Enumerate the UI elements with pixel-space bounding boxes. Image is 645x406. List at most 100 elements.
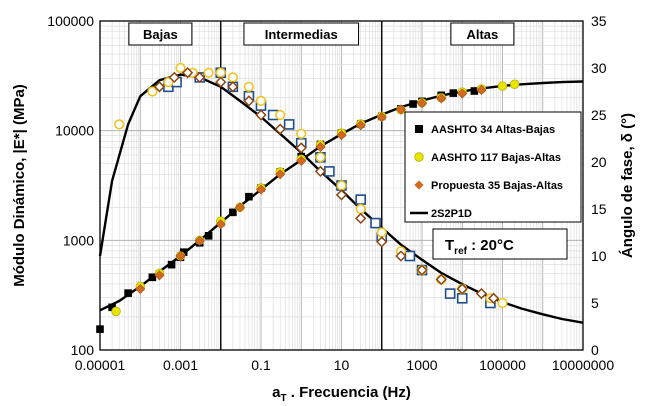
x-tick-label: 10 (334, 357, 350, 373)
point-modulus-circle (509, 79, 520, 89)
point-phase-circle (114, 119, 125, 130)
point-phase-circle (275, 109, 286, 121)
point-phase-circle (203, 67, 214, 78)
point-phase-circle (175, 62, 186, 74)
point-phase-diamond (335, 189, 348, 201)
point-phase-diamond (355, 212, 367, 225)
y-right-tick-label: 5 (591, 295, 599, 311)
y-right-tick-label: 20 (591, 154, 607, 170)
x-axis-title: aT . Frecuencia (Hz) (272, 384, 411, 404)
point-phase-square (370, 217, 381, 229)
y-left-tick-label: 100 (71, 342, 95, 358)
point-phase-square (456, 292, 468, 304)
point-modulus-diamond (315, 141, 326, 153)
y-right-tick-label: 30 (591, 60, 607, 76)
point-modulus-square (449, 89, 458, 97)
point-modulus-square (179, 248, 188, 256)
point-phase-circle (163, 76, 174, 88)
point-modulus-diamond (234, 202, 245, 213)
point-phase-diamond (227, 81, 239, 93)
legend-marker-diamond (414, 180, 424, 190)
frequency-regions: Bajas Intermedias Altas (128, 21, 515, 350)
legend: AASHTO 34 Altas-Bajas AASHTO 117 Bajas-Al… (404, 111, 582, 223)
point-modulus-diamond (355, 120, 366, 131)
point-modulus-diamond (416, 98, 428, 109)
y-right-axis-title: Ángulo de fase, δ (°) (619, 113, 636, 258)
legend-entry-label: 2S2P1D (431, 208, 472, 220)
point-modulus-square (470, 87, 479, 95)
point-phase-diamond (168, 71, 180, 84)
point-phase-diamond (255, 109, 267, 121)
region-label-altas: Altas (466, 27, 498, 42)
y-left-tick-label: 100000 (47, 13, 94, 29)
series-layer (96, 62, 584, 333)
legend-entry-label: AASHTO 34 Altas-Bajas (431, 124, 555, 136)
point-phase-diamond (475, 287, 488, 300)
point-phase-circle (296, 128, 307, 139)
x-tick-label: 0.1 (251, 357, 271, 373)
point-phase-square (355, 194, 367, 205)
region-label-bajas: Bajas (143, 27, 178, 42)
point-modulus-square (409, 100, 417, 108)
point-modulus-square (229, 208, 237, 217)
point-modulus-square (245, 192, 253, 201)
y-left-axis-title: Módulo Dinámico, |E*| (MPa) (11, 84, 28, 287)
point-phase-square (404, 250, 416, 262)
point-modulus-diamond (336, 130, 347, 141)
legend-marker-square (415, 125, 423, 133)
point-phase-circle (215, 67, 226, 78)
point-phase-circle (255, 95, 267, 106)
point-phase-circle (243, 81, 254, 92)
point-phase-diamond (153, 81, 166, 93)
point-phase-circle (147, 86, 158, 97)
legend-box (404, 111, 582, 223)
point-phase-square (444, 288, 456, 299)
point-phase-diamond (181, 67, 194, 79)
point-phase-diamond (215, 76, 227, 88)
point-modulus-diamond (296, 155, 307, 166)
point-phase-diamond (395, 250, 407, 262)
point-modulus-diamond (376, 112, 387, 123)
point-phase-square (324, 166, 335, 177)
point-phase-circle (376, 227, 387, 238)
point-phase-diamond (487, 292, 500, 304)
x-tick-label: 10000000 (552, 357, 615, 373)
point-phase-diamond (456, 283, 468, 295)
y-right-tick-label: 35 (591, 13, 607, 29)
point-phase-diamond (314, 165, 327, 178)
plot-border (99, 20, 584, 351)
point-phase-square (283, 119, 295, 130)
x-tick-label: 1000 (406, 357, 437, 373)
point-modulus-diamond (215, 219, 226, 230)
point-phase-diamond (194, 71, 206, 84)
point-phase-diamond (376, 236, 388, 248)
point-modulus-diamond (255, 184, 267, 195)
point-modulus-circle (111, 306, 121, 317)
point-phase-diamond (295, 142, 307, 154)
point-modulus-square (204, 231, 213, 240)
point-phase-diamond (243, 95, 255, 107)
point-phase-diamond (435, 273, 447, 286)
tref-box: Tref : 20°C (432, 228, 568, 260)
y-right-tick-label: 15 (591, 201, 607, 217)
point-modulus-square (167, 260, 176, 269)
x-tick-label: 100000 (479, 357, 526, 373)
point-phase-circle (336, 180, 347, 191)
y-left-tick-label: 1000 (63, 232, 94, 248)
point-modulus-diamond (275, 169, 286, 180)
y-right-tick-label: 10 (591, 248, 607, 264)
axes: 0.00001 0.001 0.1 10 1000 100000 1000000010010… (11, 13, 636, 404)
point-modulus-diamond (395, 104, 406, 115)
point-phase-diamond (274, 123, 286, 135)
region-label-box (128, 22, 193, 46)
point-modulus-diamond (154, 270, 165, 281)
point-phase-circle (497, 297, 508, 309)
point-modulus-diamond (175, 250, 186, 262)
y-right-tick-label: 25 (591, 107, 607, 123)
point-phase-diamond (416, 264, 428, 276)
point-modulus-square (108, 303, 116, 312)
tref-label: Tref : 20°C (445, 237, 514, 257)
y-left-tick-label: 10000 (55, 123, 94, 139)
point-modulus-square (124, 289, 132, 297)
